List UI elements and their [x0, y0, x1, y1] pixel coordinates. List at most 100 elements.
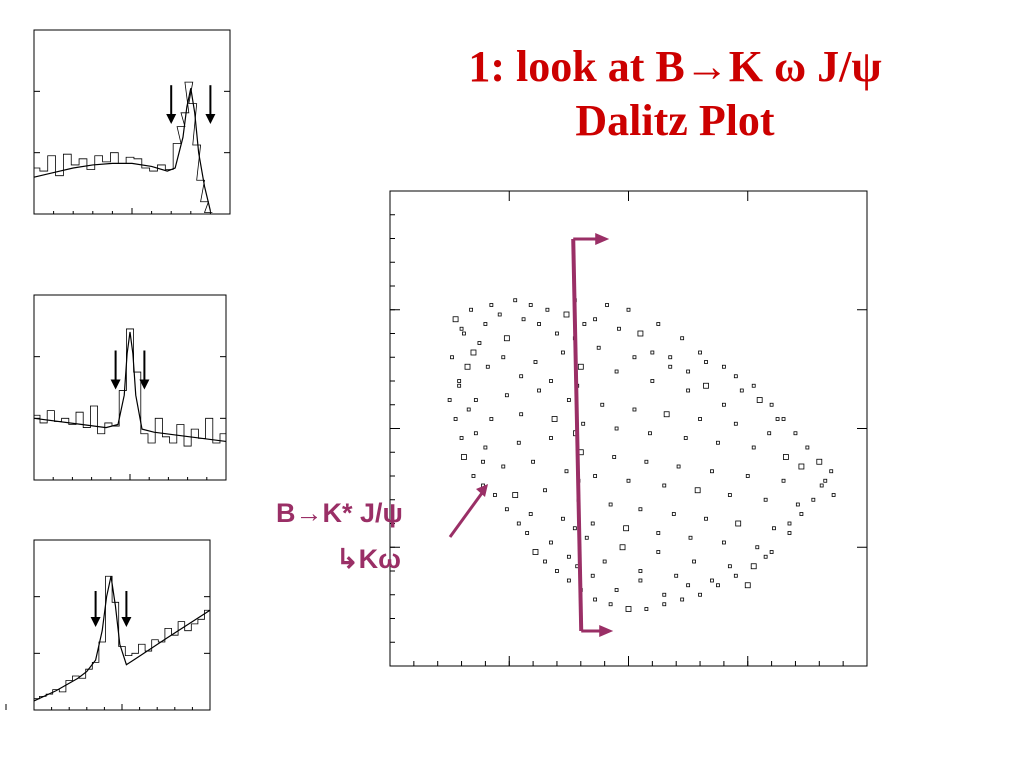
plot-frame [33, 539, 211, 711]
data-point [489, 417, 494, 421]
data-point [504, 393, 509, 398]
data-point [477, 341, 482, 345]
data-point [593, 317, 598, 322]
data-point [763, 554, 768, 559]
data-point [650, 350, 655, 355]
data-point [497, 312, 502, 317]
data-point [831, 493, 836, 497]
data-point [656, 322, 661, 326]
data-point [795, 502, 800, 507]
data-point [775, 417, 780, 421]
data-point [450, 355, 454, 360]
data-point [473, 431, 478, 436]
data-point [584, 535, 589, 540]
data-point [493, 493, 497, 497]
data-point [781, 478, 786, 483]
data-point [608, 602, 613, 607]
data-point [716, 583, 720, 588]
data-point [614, 369, 619, 374]
data-point [519, 374, 524, 379]
data-point [531, 459, 536, 464]
cut-arrowhead [121, 617, 132, 627]
data-point [644, 459, 649, 464]
data-point [805, 445, 810, 450]
data-point [694, 487, 701, 494]
data-point [703, 382, 709, 389]
m3pi-histogram [5, 539, 211, 711]
data-point [739, 388, 744, 393]
data-point [811, 497, 816, 502]
plot-frame [33, 29, 231, 215]
slide-title-line2: Dalitz Plot [575, 96, 775, 145]
histogram-series [34, 328, 226, 447]
data-point [459, 436, 464, 440]
data-point [561, 350, 565, 355]
data-point [772, 526, 776, 531]
data-point [549, 540, 553, 545]
data-point [727, 493, 732, 497]
data-point [680, 336, 685, 341]
data-point [521, 317, 526, 322]
data-point [698, 592, 702, 597]
data-point [577, 363, 584, 370]
data-point [656, 550, 661, 554]
data-point [614, 588, 619, 592]
data-point [608, 502, 613, 507]
data-point [751, 383, 756, 388]
data-point [721, 540, 726, 545]
data-point [471, 474, 476, 478]
data-point [532, 549, 539, 555]
slide-title: 1: look at B→K ω J/ψ Dalitz Plot [330, 40, 1020, 148]
cut-arrowhead [90, 617, 101, 627]
data-point [656, 531, 661, 535]
data-point [638, 507, 643, 512]
data-point [704, 360, 708, 364]
data-point [663, 411, 670, 418]
data-point [512, 492, 519, 498]
cut-arrowhead-top [595, 233, 610, 245]
data-point [593, 597, 598, 602]
data-point [600, 402, 605, 407]
data-point [755, 545, 760, 550]
data-point [489, 303, 494, 307]
data-point [590, 521, 595, 526]
data-point [767, 431, 772, 436]
fit-curve [33, 88, 211, 212]
cut-arrowhead-bottom [599, 625, 614, 637]
data-point [727, 564, 732, 569]
plot-frame [33, 294, 227, 481]
data-point [710, 469, 714, 474]
data-point [551, 416, 558, 422]
data-point [756, 397, 763, 403]
data-point [593, 474, 598, 478]
data-point [769, 402, 774, 407]
data-point [650, 379, 655, 383]
data-point [504, 507, 509, 512]
data-point [447, 398, 452, 402]
data-point [483, 322, 488, 326]
data-point [686, 388, 691, 393]
data-point [799, 512, 804, 516]
histogram-series [34, 575, 210, 700]
data-point [733, 421, 738, 426]
data-point [783, 454, 789, 460]
fit-curve [33, 331, 227, 443]
data-point [543, 488, 547, 493]
mbc-histogram [33, 29, 231, 215]
histogram-series [34, 81, 213, 213]
data-point [626, 307, 631, 312]
data-point [561, 516, 565, 521]
data-point [625, 606, 632, 612]
data-point [668, 364, 673, 369]
data-point [549, 379, 553, 383]
data-point [481, 459, 485, 464]
cut-arrowhead [166, 114, 177, 124]
data-point [750, 563, 757, 570]
annotation-arrow [448, 492, 484, 538]
data-point [716, 440, 720, 445]
data-point [688, 535, 693, 540]
delta-e-histogram [33, 294, 227, 481]
data-point [793, 431, 798, 436]
data-point [452, 316, 459, 323]
data-point [787, 531, 792, 535]
